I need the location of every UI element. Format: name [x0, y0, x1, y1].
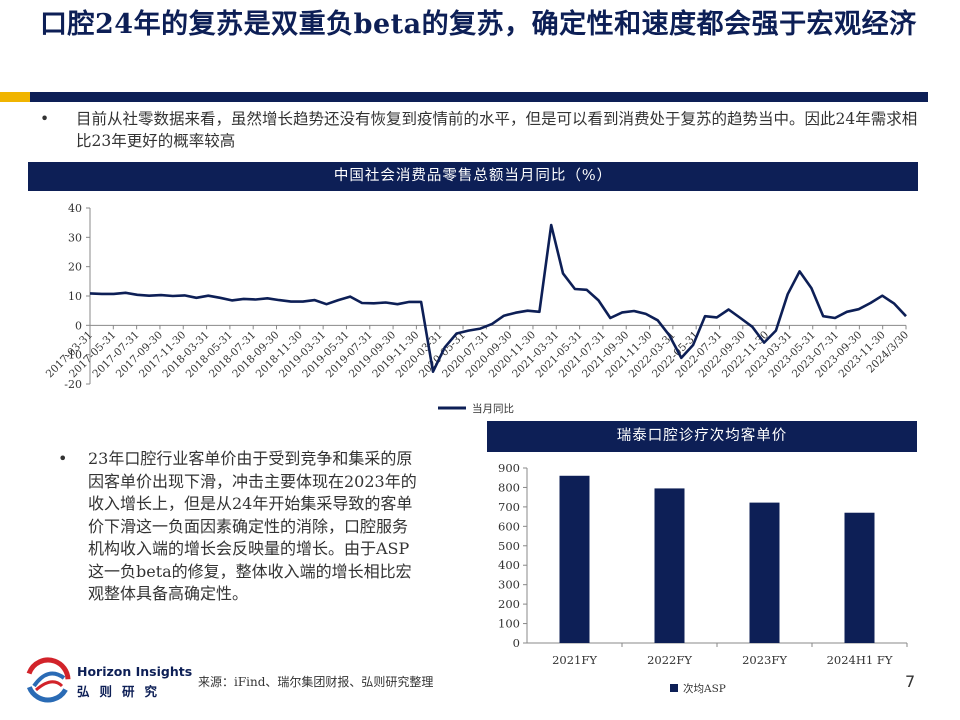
bullet-point-asp: • 23年口腔行业客单价由于受到竞争和集采的原因客单价出现下滑，冲击主要体现在2… — [58, 448, 418, 606]
bullet-point-consumption: • 目前从社零数据来看，虽然增长趋势还没有恢复到疫情前的水平，但是可以看到消费处… — [40, 108, 920, 152]
y-tick-label: 400 — [498, 558, 520, 572]
series-line-retail — [89, 223, 907, 373]
bar-asp — [654, 488, 685, 643]
y-tick-label: 900 — [498, 461, 520, 475]
y-tick-label: -20 — [64, 378, 82, 391]
x-tick-label: 2024H1 FY — [827, 653, 893, 667]
source-note: 来源：iFind、瑞尔集团财报、弘则研究整理 — [198, 675, 434, 689]
horizon-insights-logo-icon — [25, 657, 71, 703]
slide-title: 口腔24年的复苏是双重负beta的复苏，确定性和速度都会强于宏观经济 — [40, 9, 917, 40]
asp-chart-title: 瑞泰口腔诊疗次均客单价 — [487, 421, 917, 452]
y-tick-label: 100 — [498, 617, 520, 631]
asp-bar-chart: 0 100 200 300 400 500 600 700 800 900 2021FY 2022FY… — [498, 461, 908, 695]
y-tick-label: -10 — [64, 349, 82, 362]
y-tick-label: 0 — [513, 636, 520, 650]
bar-asp — [559, 475, 590, 643]
retail-sales-line-chart: -20-100102030402017-03-312017-05-312017-… — [44, 202, 911, 415]
y-tick-label: 40 — [68, 202, 82, 215]
title-accent-bar — [0, 92, 30, 102]
y-tick-label: 200 — [498, 597, 520, 611]
y-tick-label: 10 — [68, 290, 82, 303]
x-tick-label: 2021FY — [552, 653, 597, 667]
legend-swatch-bar — [670, 684, 678, 692]
bar-asp — [844, 512, 875, 643]
legend-label: 当月同比 — [472, 402, 514, 415]
y-tick-label: 20 — [68, 261, 82, 274]
x-tick-label: 2022FY — [647, 653, 692, 667]
y-tick-label: 800 — [498, 480, 520, 494]
legend-label: 次均ASP — [683, 682, 726, 695]
y-tick-label: 0 — [75, 319, 82, 332]
logo-text-en: Horizon Insights — [77, 664, 193, 679]
y-tick-label: 700 — [498, 500, 520, 514]
y-tick-label: 600 — [498, 519, 520, 533]
page-number: 7 — [905, 672, 916, 691]
y-tick-label: 500 — [498, 539, 520, 553]
bullet-text-consumption: 目前从社零数据来看，虽然增长趋势还没有恢复到疫情前的水平，但是可以看到消费处于复… — [76, 110, 918, 150]
y-tick-label: 300 — [498, 578, 520, 592]
y-tick-label: 30 — [68, 231, 82, 244]
bullet-text-asp: 23年口腔行业客单价由于受到竞争和集采的原因客单价出现下滑，冲击主要体现在202… — [88, 449, 417, 603]
retail-chart-title: 中国社会消费品零售总额当月同比（%） — [28, 162, 918, 191]
bullet-mark: • — [58, 449, 68, 468]
logo-text-cn: 弘则研究 — [77, 684, 168, 699]
title-divider-bar — [30, 92, 928, 102]
bar-asp — [749, 502, 780, 643]
bullet-mark: • — [40, 110, 50, 128]
x-tick-label: 2023FY — [742, 653, 787, 667]
